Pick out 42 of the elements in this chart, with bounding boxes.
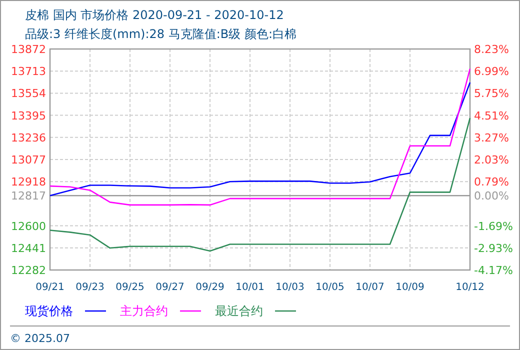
y2-tick-label: 8.23% [474, 43, 509, 56]
y2-tick-label: 3.27% [474, 131, 509, 144]
y-tick-label: 13077 [11, 154, 46, 166]
x-tick-label: 09/27 [156, 282, 184, 293]
y2-tick-label: -1.69% [474, 220, 513, 233]
y-tick-label: 13713 [11, 65, 46, 78]
x-tick-label: 09/21 [36, 282, 64, 293]
y2-tick-label: 0.79% [474, 176, 509, 189]
y2-tick-label: 0.00% [474, 190, 509, 203]
y-tick-label: 12441 [11, 242, 46, 255]
y-tick-label: 12600 [11, 220, 46, 233]
x-tick-label: 10/05 [316, 282, 344, 293]
y-tick-label: 13395 [11, 109, 46, 122]
line-series [49, 82, 471, 196]
legend-label: 最近合约 [215, 304, 263, 318]
line-series [49, 68, 471, 206]
y-tick-label: 13872 [11, 43, 46, 56]
y2-tick-label: 5.75% [474, 87, 509, 100]
x-tick-label: 09/29 [196, 282, 224, 293]
x-tick-label: 10/12 [456, 282, 484, 293]
y2-tick-label: 6.99% [474, 65, 509, 78]
y-tick-label: 13554 [11, 87, 46, 100]
x-tick-label: 09/23 [76, 282, 104, 293]
x-tick-label: 10/07 [356, 282, 384, 293]
chart-title: 皮棉 国内 市场价格 2020-09-21 - 2020-10-12 [25, 8, 284, 22]
text: © 2025.07 [10, 332, 70, 345]
legend-label: 主力合约 [120, 304, 168, 318]
y2-tick-label: -4.17% [474, 264, 513, 277]
y2-tick-label: 2.03% [474, 154, 509, 166]
y-tick-label: 12282 [11, 264, 46, 277]
y2-tick-label: -2.93% [474, 242, 513, 255]
x-tick-label: 10/03 [276, 282, 304, 293]
line-series [49, 117, 471, 252]
y2-tick-label: 4.51% [474, 109, 509, 122]
x-tick-label: 09/25 [116, 282, 144, 293]
x-tick-label: 10/01 [236, 282, 264, 293]
y-tick-label: 12918 [11, 176, 46, 189]
y-tick-label: 12817 [11, 190, 46, 203]
chart-subtitle: 品级:3 纤维长度(mm):28 马克隆值:B级 颜色:白棉 [25, 27, 296, 41]
x-tick-label: 10/09 [396, 282, 424, 293]
legend-label: 现货价格 [25, 304, 73, 318]
y-tick-label: 13236 [11, 131, 46, 144]
